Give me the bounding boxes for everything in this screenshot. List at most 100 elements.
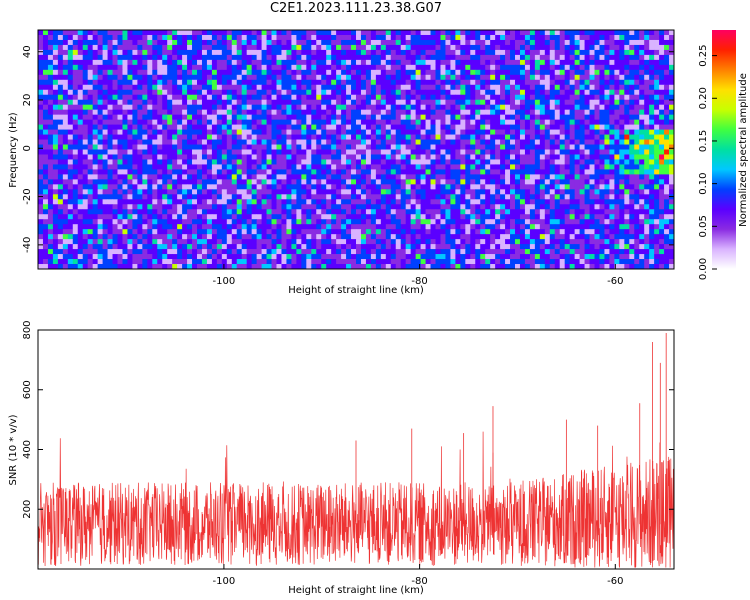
spectrogram-cell [664,124,670,130]
spectrogram-cell [117,164,123,170]
spectrogram-cell [385,209,392,215]
spectrogram-cell [629,89,635,96]
spectrogram-cell [246,154,253,160]
spectrogram-cell [599,64,605,71]
spectrogram-cell [614,89,620,96]
spectrogram-cell [326,124,332,130]
spectrogram-cell [584,134,590,140]
spectrogram-cell [112,194,118,200]
spectrogram-cell [589,54,595,61]
spectrogram-cell [405,149,412,155]
spectrogram-cell [664,194,670,200]
spectrogram-cell [375,79,382,86]
spectrogram-cell [321,129,327,135]
spectrogram-cell [57,114,64,121]
spectrogram-cell [519,219,526,225]
spectrogram-cell [47,44,54,51]
spectrogram-cell [549,104,556,111]
spectrogram-cell [664,94,670,101]
spectrogram-cell [107,174,113,180]
spectrogram-cell [589,124,595,130]
spectrogram-cell [599,109,605,116]
spectrogram-cell [127,129,133,135]
spectrogram-cell [271,109,277,116]
spectrogram-cell [92,184,99,190]
spectrogram-cell [331,89,337,96]
spectrogram-cell [629,209,635,215]
spectrogram-cell [365,179,372,185]
spectrogram-cell [311,159,317,165]
spectrogram-cell [480,189,486,195]
spectrogram-cell [226,104,233,111]
spectrogram-cell [515,184,521,190]
spectrogram-cell [594,74,600,81]
spectrogram-cell [127,30,133,36]
spectrogram-cell [296,204,302,210]
spectrogram-cell [569,134,576,140]
spectrogram-cell [669,39,674,46]
spectrogram-cell [430,164,436,170]
spectrogram-cell [127,209,133,215]
spectrogram-cell [420,179,426,185]
spectrogram-cell [192,139,198,145]
spectrogram-cell [356,30,362,36]
spectrogram-cell [187,199,193,205]
spectrogram-cell [614,119,620,126]
spectrogram-cell [251,174,258,180]
spectrogram-cell [554,159,561,165]
spectrogram-cell [192,69,198,76]
spectrogram-cell [475,89,481,96]
spectrogram-cell [142,49,148,56]
spectrogram-cell [67,34,74,41]
spectrogram-cell [519,139,526,145]
spectrogram-cell [385,64,392,71]
spectrogram-cell [380,129,387,135]
spectrogram-cell [112,204,118,210]
spectrogram-cell [42,209,49,215]
spectrogram-cell [415,204,421,210]
spectrogram-cell [316,30,322,36]
spectrogram-cell [559,34,566,41]
spectrogram-cell [549,139,556,145]
spectrogram-cell [127,39,133,46]
spectrogram-cell [549,49,556,56]
spectrogram-cell [609,129,615,135]
spectrogram-cell [579,204,585,210]
spectrogram-cell [122,74,128,81]
spectrogram-cell [221,129,228,135]
spectrogram-cell [654,159,660,165]
spectrogram-cell [470,49,476,56]
spectrogram-cell [654,149,660,155]
spectrogram-cell [346,134,352,140]
spectrogram-cell [400,174,407,180]
spectrogram-cell [306,159,312,165]
spectrogram-cell [346,109,352,116]
spectrogram-cell [629,114,635,121]
spectrogram-cell [177,214,183,220]
spectrogram-cell [167,154,173,160]
spectrogram-cell [216,89,223,96]
spectrogram-cell [127,199,133,205]
spectrogram-cell [286,204,292,210]
spectrogram-cell [579,144,585,150]
spectrogram-cell [649,189,655,195]
spectrogram-cell [609,94,615,101]
spectrogram-cell [321,169,327,175]
spectrogram-cell [380,119,387,126]
spectrogram-cell [346,144,352,150]
spectrogram-cell [460,54,466,61]
spectrogram-cell [246,114,253,121]
spectrogram-cell [594,94,600,101]
spectrogram-cell [495,219,501,225]
spectrogram-cell [380,204,387,210]
spectrogram-cell [569,149,576,155]
spectrogram-cell [341,194,347,200]
spectrogram-cell [137,199,143,205]
spectrogram-cell [559,199,566,205]
spectrogram-cell [559,114,566,121]
spectrogram-cell [505,209,511,215]
spectrogram-cell [599,30,605,36]
spectrogram-cell [251,109,258,116]
spectrogram-cell [331,69,337,76]
spectrogram-cell [82,164,89,170]
